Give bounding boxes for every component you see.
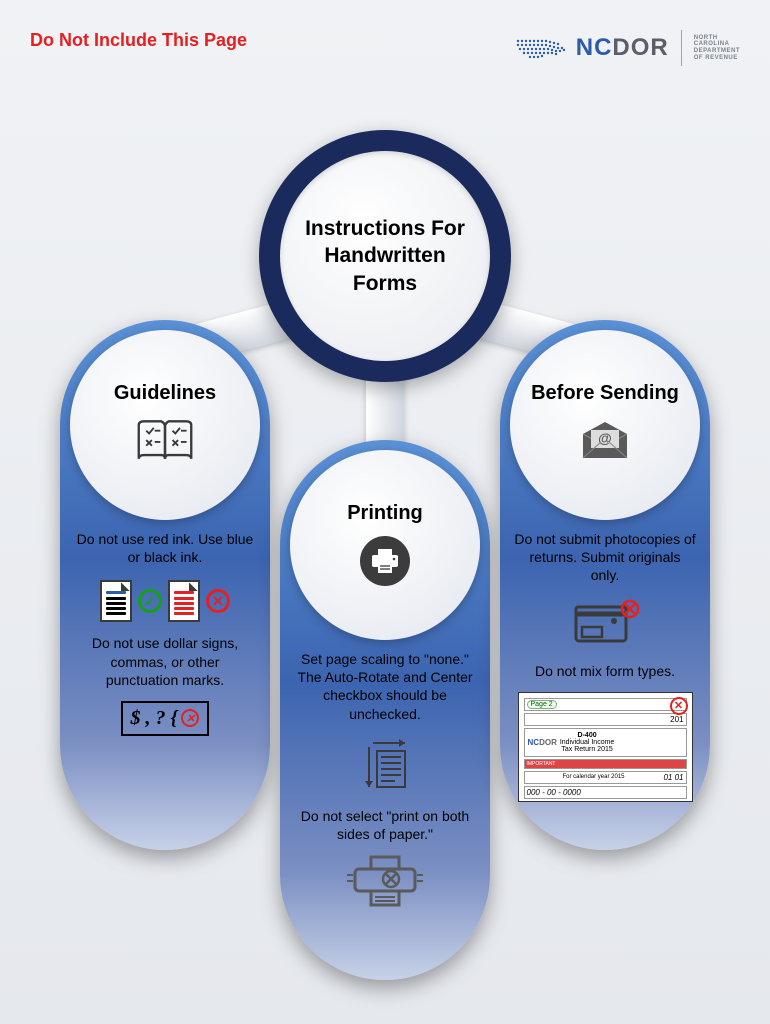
- logo-text: NCDOR: [576, 34, 669, 62]
- x-no-icon: ✕: [181, 709, 199, 727]
- before-text-2: Do not mix form types.: [531, 662, 679, 680]
- blue-ink-doc-icon: [100, 580, 132, 622]
- printer-icon: [355, 533, 415, 588]
- guidelines-head: Guidelines: [70, 330, 260, 520]
- logo-subtitle: NORTH CAROLINA DEPARTMENT OF REVENUE: [694, 35, 740, 61]
- punctuation-example: $ , ? { ✕: [121, 701, 210, 736]
- printing-pillar: Printing Set page scaling to "none." The…: [280, 440, 490, 980]
- book-icon: [135, 413, 195, 468]
- do-not-include-warning: Do Not Include This Page: [30, 30, 247, 51]
- logo-divider: [681, 30, 682, 66]
- guidelines-pillar: Guidelines Do not use red ink. Use blue …: [60, 320, 270, 850]
- mixed-forms-example: ✕ Page 2 201 NCDOR D-400 Individual Inco…: [518, 692, 693, 802]
- duplex-printer-icon: [345, 851, 425, 914]
- printing-text-1: Set page scaling to "none." The Auto-Rot…: [290, 650, 480, 723]
- guidelines-title: Guidelines: [114, 382, 216, 405]
- check-ok-icon: ✓: [138, 589, 162, 613]
- nc-state-icon: [514, 33, 568, 63]
- envelope-icon: @: [575, 413, 635, 468]
- copier-icon: [570, 599, 640, 652]
- printing-text-2: Do not select "print on both sides of pa…: [290, 807, 480, 843]
- center-title: Instructions For Handwritten Forms: [280, 215, 490, 297]
- guidelines-text-1: Do not use red ink. Use blue or black in…: [70, 530, 260, 566]
- page-scaling-icon: [355, 737, 415, 797]
- before-sending-title: Before Sending: [531, 382, 679, 405]
- x-no-icon: ✕: [206, 589, 230, 613]
- before-sending-pillar: Before Sending @ Do not submit photocopi…: [500, 320, 710, 850]
- guidelines-text-2: Do not use dollar signs, commas, or othe…: [70, 634, 260, 689]
- svg-text:@: @: [598, 430, 612, 446]
- printing-head: Printing: [290, 450, 480, 640]
- printing-title: Printing: [347, 502, 423, 525]
- before-text-1: Do not submit photocopies of returns. Su…: [510, 530, 700, 585]
- before-sending-head: Before Sending @: [510, 330, 700, 520]
- x-no-icon: ✕: [670, 697, 688, 715]
- center-hub: Instructions For Handwritten Forms: [259, 130, 511, 382]
- ncdor-logo: NCDOR NORTH CAROLINA DEPARTMENT OF REVEN…: [514, 30, 740, 66]
- ink-example: ✓ ✕: [100, 580, 230, 622]
- red-ink-doc-icon: [168, 580, 200, 622]
